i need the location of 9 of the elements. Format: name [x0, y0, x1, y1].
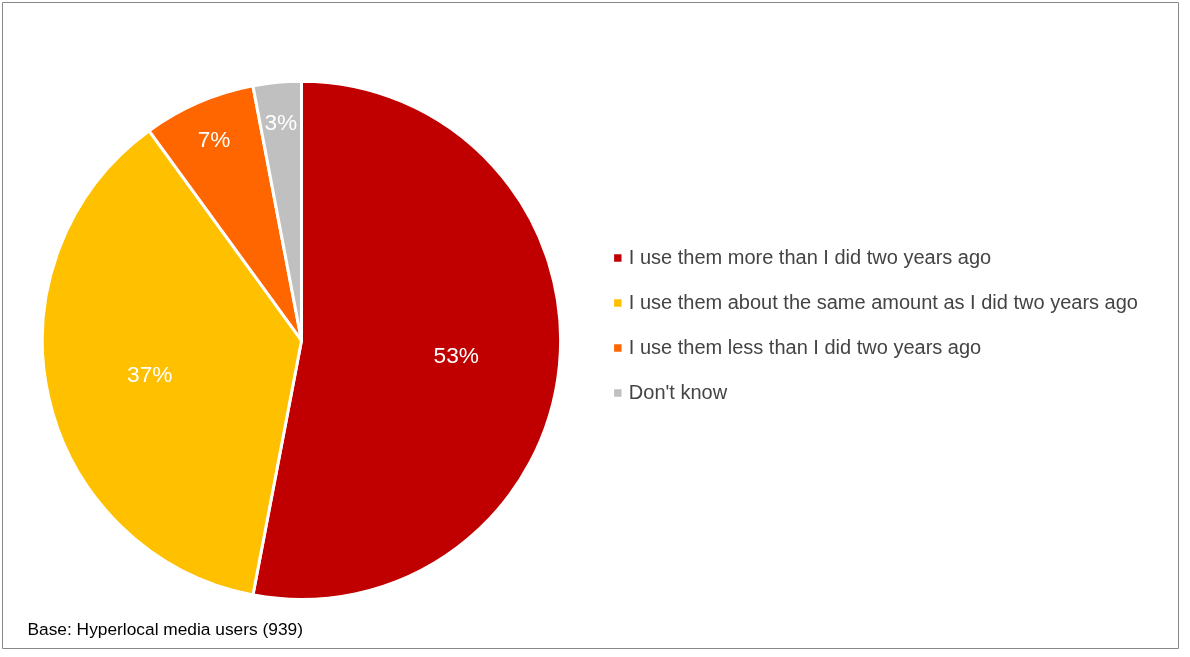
- data-label: 37%: [127, 361, 173, 388]
- data-label: 53%: [433, 342, 479, 368]
- data-label: 3%: [264, 108, 298, 135]
- legend-label: I use them more than I did two years ago: [628, 246, 992, 269]
- legend-label: I use them about the same amount as I did two years ago: [628, 291, 1138, 314]
- data-label: 7%: [197, 125, 231, 152]
- text: Base: Hyperlocal media users (939): [27, 618, 303, 639]
- legend-label: I use them less than I did two years ago: [628, 336, 982, 359]
- legend-label: Don't know: [628, 381, 728, 404]
